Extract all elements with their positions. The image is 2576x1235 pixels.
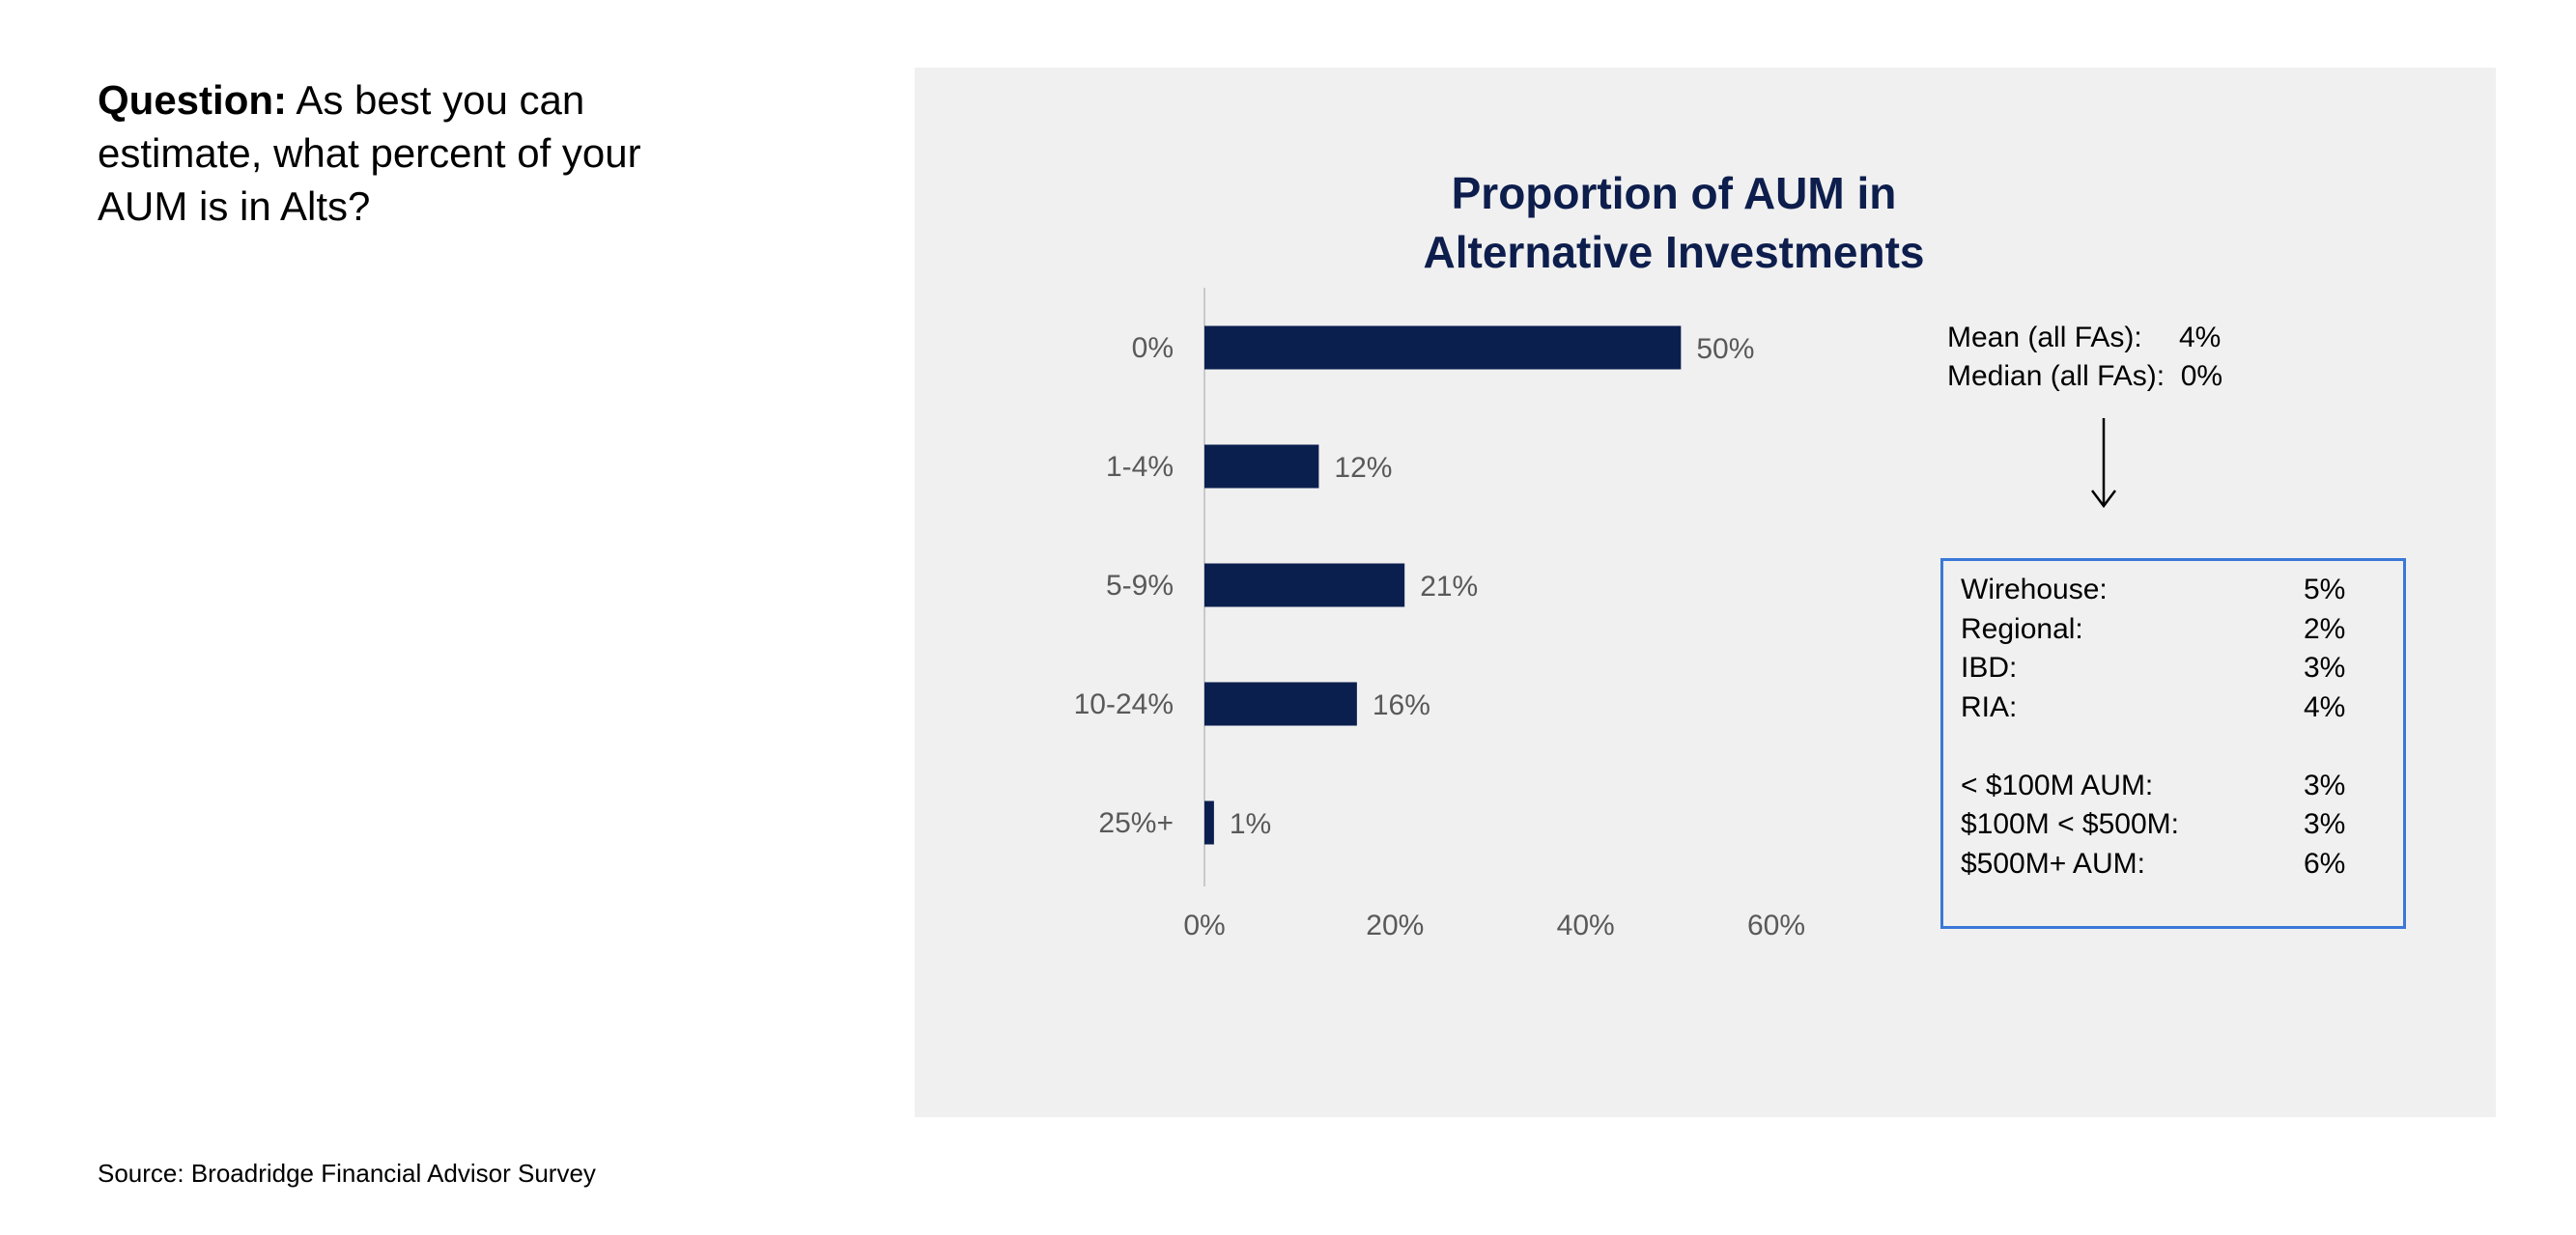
median-label: Median (all FAs):	[1947, 360, 2166, 392]
bar	[1204, 444, 1319, 489]
mean-arrow	[2091, 418, 2116, 509]
x-tick-label: 20%	[1366, 910, 1424, 941]
category-label: 25%+	[1098, 807, 1174, 839]
mean-arrow-head	[2091, 490, 2116, 509]
data-label: 1%	[1230, 808, 1271, 840]
mean-label: Mean (all FAs):	[1947, 322, 2142, 353]
summary-stats: Mean (all FAs): 4% Median (all FAs): 0%	[1947, 319, 2222, 396]
question-text: Question: As best you can estimate, what…	[98, 73, 716, 233]
breakdown-row: < $100M AUM: 3%	[1961, 769, 2346, 801]
bar	[1204, 682, 1357, 726]
chart-panel	[915, 68, 2496, 1117]
question-body: As best you can estimate, what percent o…	[98, 77, 641, 229]
category-label: 5-9%	[1106, 570, 1174, 602]
x-tick-label: 40%	[1557, 910, 1615, 941]
segment-breakdown-box: Wirehouse: 5% Regional: 2% IBD: 3% RIA: 4% <…	[1940, 558, 2406, 929]
data-label: 12%	[1334, 452, 1392, 484]
bar	[1204, 800, 1214, 845]
median-value: 0%	[2180, 360, 2223, 392]
breakdown-row: IBD: 3%	[1961, 652, 2346, 684]
data-label: 21%	[1420, 571, 1478, 603]
category-label: 10-24%	[1074, 688, 1174, 720]
breakdown-row: $100M < $500M: 3%	[1961, 808, 2346, 840]
mean-row: Mean (all FAs): 4%	[1947, 319, 2222, 357]
breakdown-row: $500M+ AUM: 6%	[1961, 847, 2346, 880]
bar	[1204, 325, 1682, 370]
category-label: 0%	[1132, 332, 1174, 364]
x-tick-label: 60%	[1747, 910, 1805, 941]
chart-title: Proportion of AUM in Alternative Investm…	[1256, 164, 2092, 282]
chart-title-line-1: Proportion of AUM in	[1451, 168, 1897, 218]
category-label: 1-4%	[1106, 451, 1174, 483]
source-note: Source: Broadridge Financial Advisor Sur…	[98, 1159, 596, 1188]
x-tick-label: 0%	[1183, 910, 1225, 941]
breakdown-row: Wirehouse: 5%	[1961, 574, 2346, 605]
median-row: Median (all FAs): 0%	[1947, 357, 2222, 396]
data-label: 16%	[1373, 689, 1430, 721]
bar	[1204, 563, 1405, 607]
chart-title-line-2: Alternative Investments	[1423, 227, 1925, 277]
breakdown-row: Regional: 2%	[1961, 612, 2346, 645]
question-label: Question:	[98, 77, 287, 123]
breakdown-spacer	[1961, 727, 2403, 767]
data-label: 50%	[1696, 333, 1754, 365]
breakdown-row: RIA: 4%	[1961, 690, 2346, 723]
mean-value: 4%	[2179, 322, 2222, 353]
